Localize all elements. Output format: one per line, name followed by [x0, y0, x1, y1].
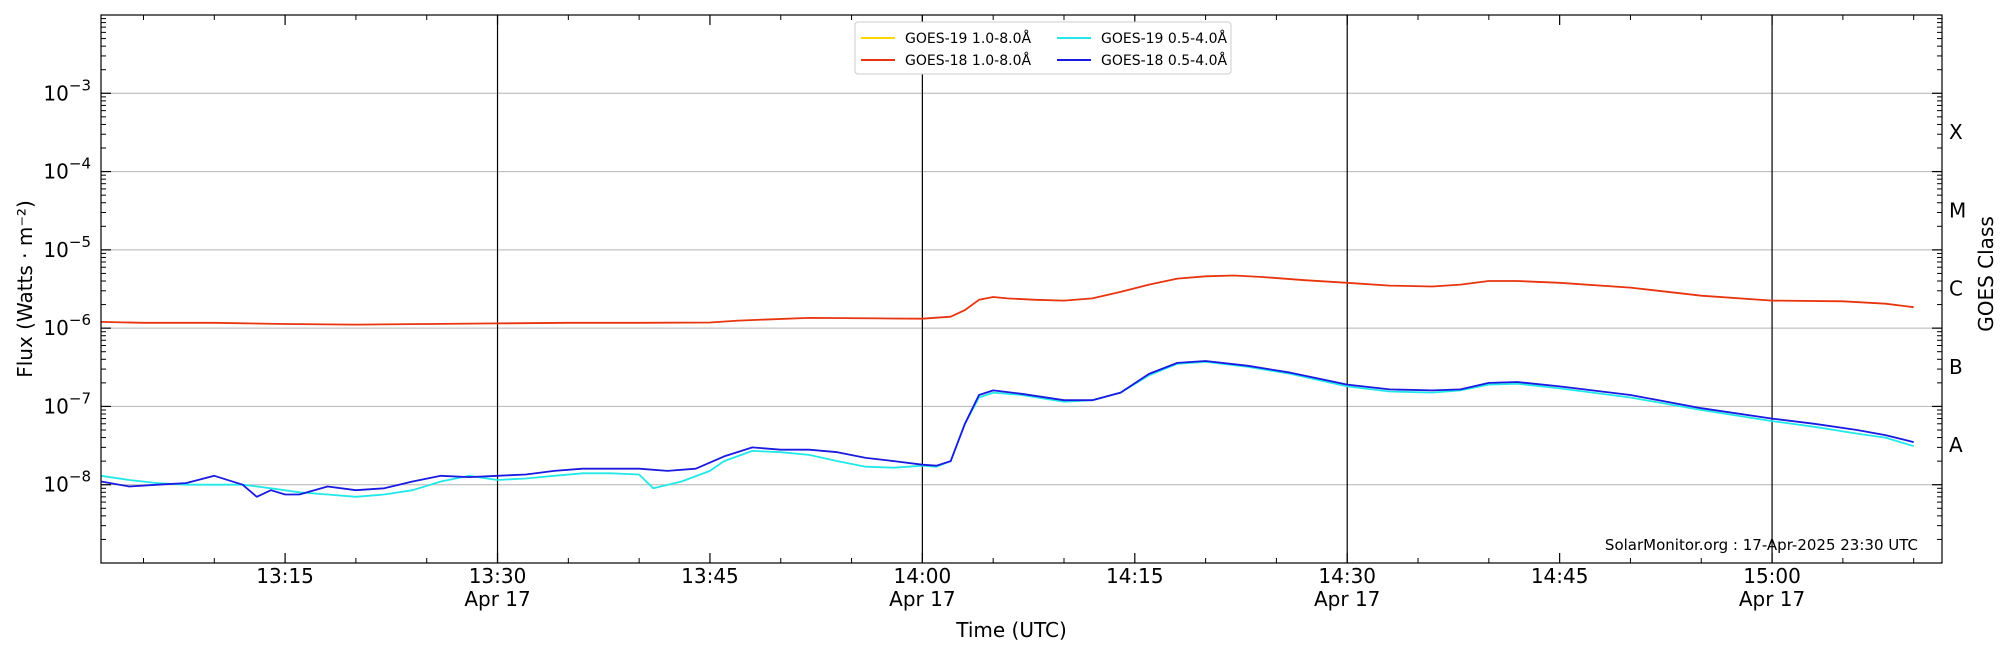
y-tick-label: 10−8 [43, 468, 91, 497]
y2-axis-label: GOES Class [1974, 216, 1998, 332]
x-tick-date: Apr 17 [889, 587, 955, 611]
x-tick-label: 13:15 [256, 564, 314, 588]
x-tick-label: 14:30 [1318, 564, 1376, 588]
goes-class-label-c: C [1949, 277, 1963, 301]
x-tick-date: Apr 17 [464, 587, 530, 611]
y-tick-label: 10−7 [43, 389, 91, 418]
legend-entry-label: GOES-19 0.5-4.0Å [1101, 30, 1227, 47]
goes-class-label-m: M [1949, 198, 1966, 222]
legend-box [854, 21, 1232, 75]
x-tick-label: 15:00 [1743, 564, 1801, 588]
y-tick-label: 10−6 [43, 311, 91, 340]
y-tick-label: 10−5 [43, 233, 91, 262]
goes-class-label-x: X [1949, 120, 1963, 144]
legend-entry-label: GOES-18 0.5-4.0Å [1101, 52, 1227, 69]
y-tick-label: 10−3 [43, 76, 91, 105]
x-tick-date: Apr 17 [1739, 587, 1805, 611]
legend: GOES-19 1.0-8.0Å GOES-19 0.5-4.0Å GOES-18 … [854, 21, 1232, 75]
series-line-2 [100, 360, 1914, 498]
grid-lines [101, 15, 1942, 563]
x-tick-date: Apr 17 [1314, 587, 1380, 611]
legend-entry-label: GOES-18 1.0-8.0Å [905, 52, 1031, 69]
y-tick-label: 10−4 [43, 155, 91, 184]
x-axis-label: Time (UTC) [955, 618, 1067, 642]
x-tick-label: 13:30 [469, 564, 527, 588]
goes-class-label-b: B [1949, 355, 1963, 379]
x-tick-label: 14:45 [1531, 564, 1589, 588]
goes-class-label-a: A [1949, 433, 1963, 457]
y-axis-label: Flux (Watts · m⁻²) [13, 200, 37, 378]
plot-frame [100, 14, 1943, 564]
series-line-1 [100, 274, 1914, 326]
x-tick-label: 13:45 [681, 564, 739, 588]
series-line-3 [100, 360, 1914, 498]
data-series [100, 274, 1914, 498]
x-tick-label: 14:15 [1106, 564, 1164, 588]
credit-annotation: SolarMonitor.org : 17-Apr-2025 23:30 UTC [1605, 536, 1918, 554]
x-tick-label: 14:00 [894, 564, 952, 588]
legend-entry-label: GOES-19 1.0-8.0Å [905, 30, 1031, 47]
